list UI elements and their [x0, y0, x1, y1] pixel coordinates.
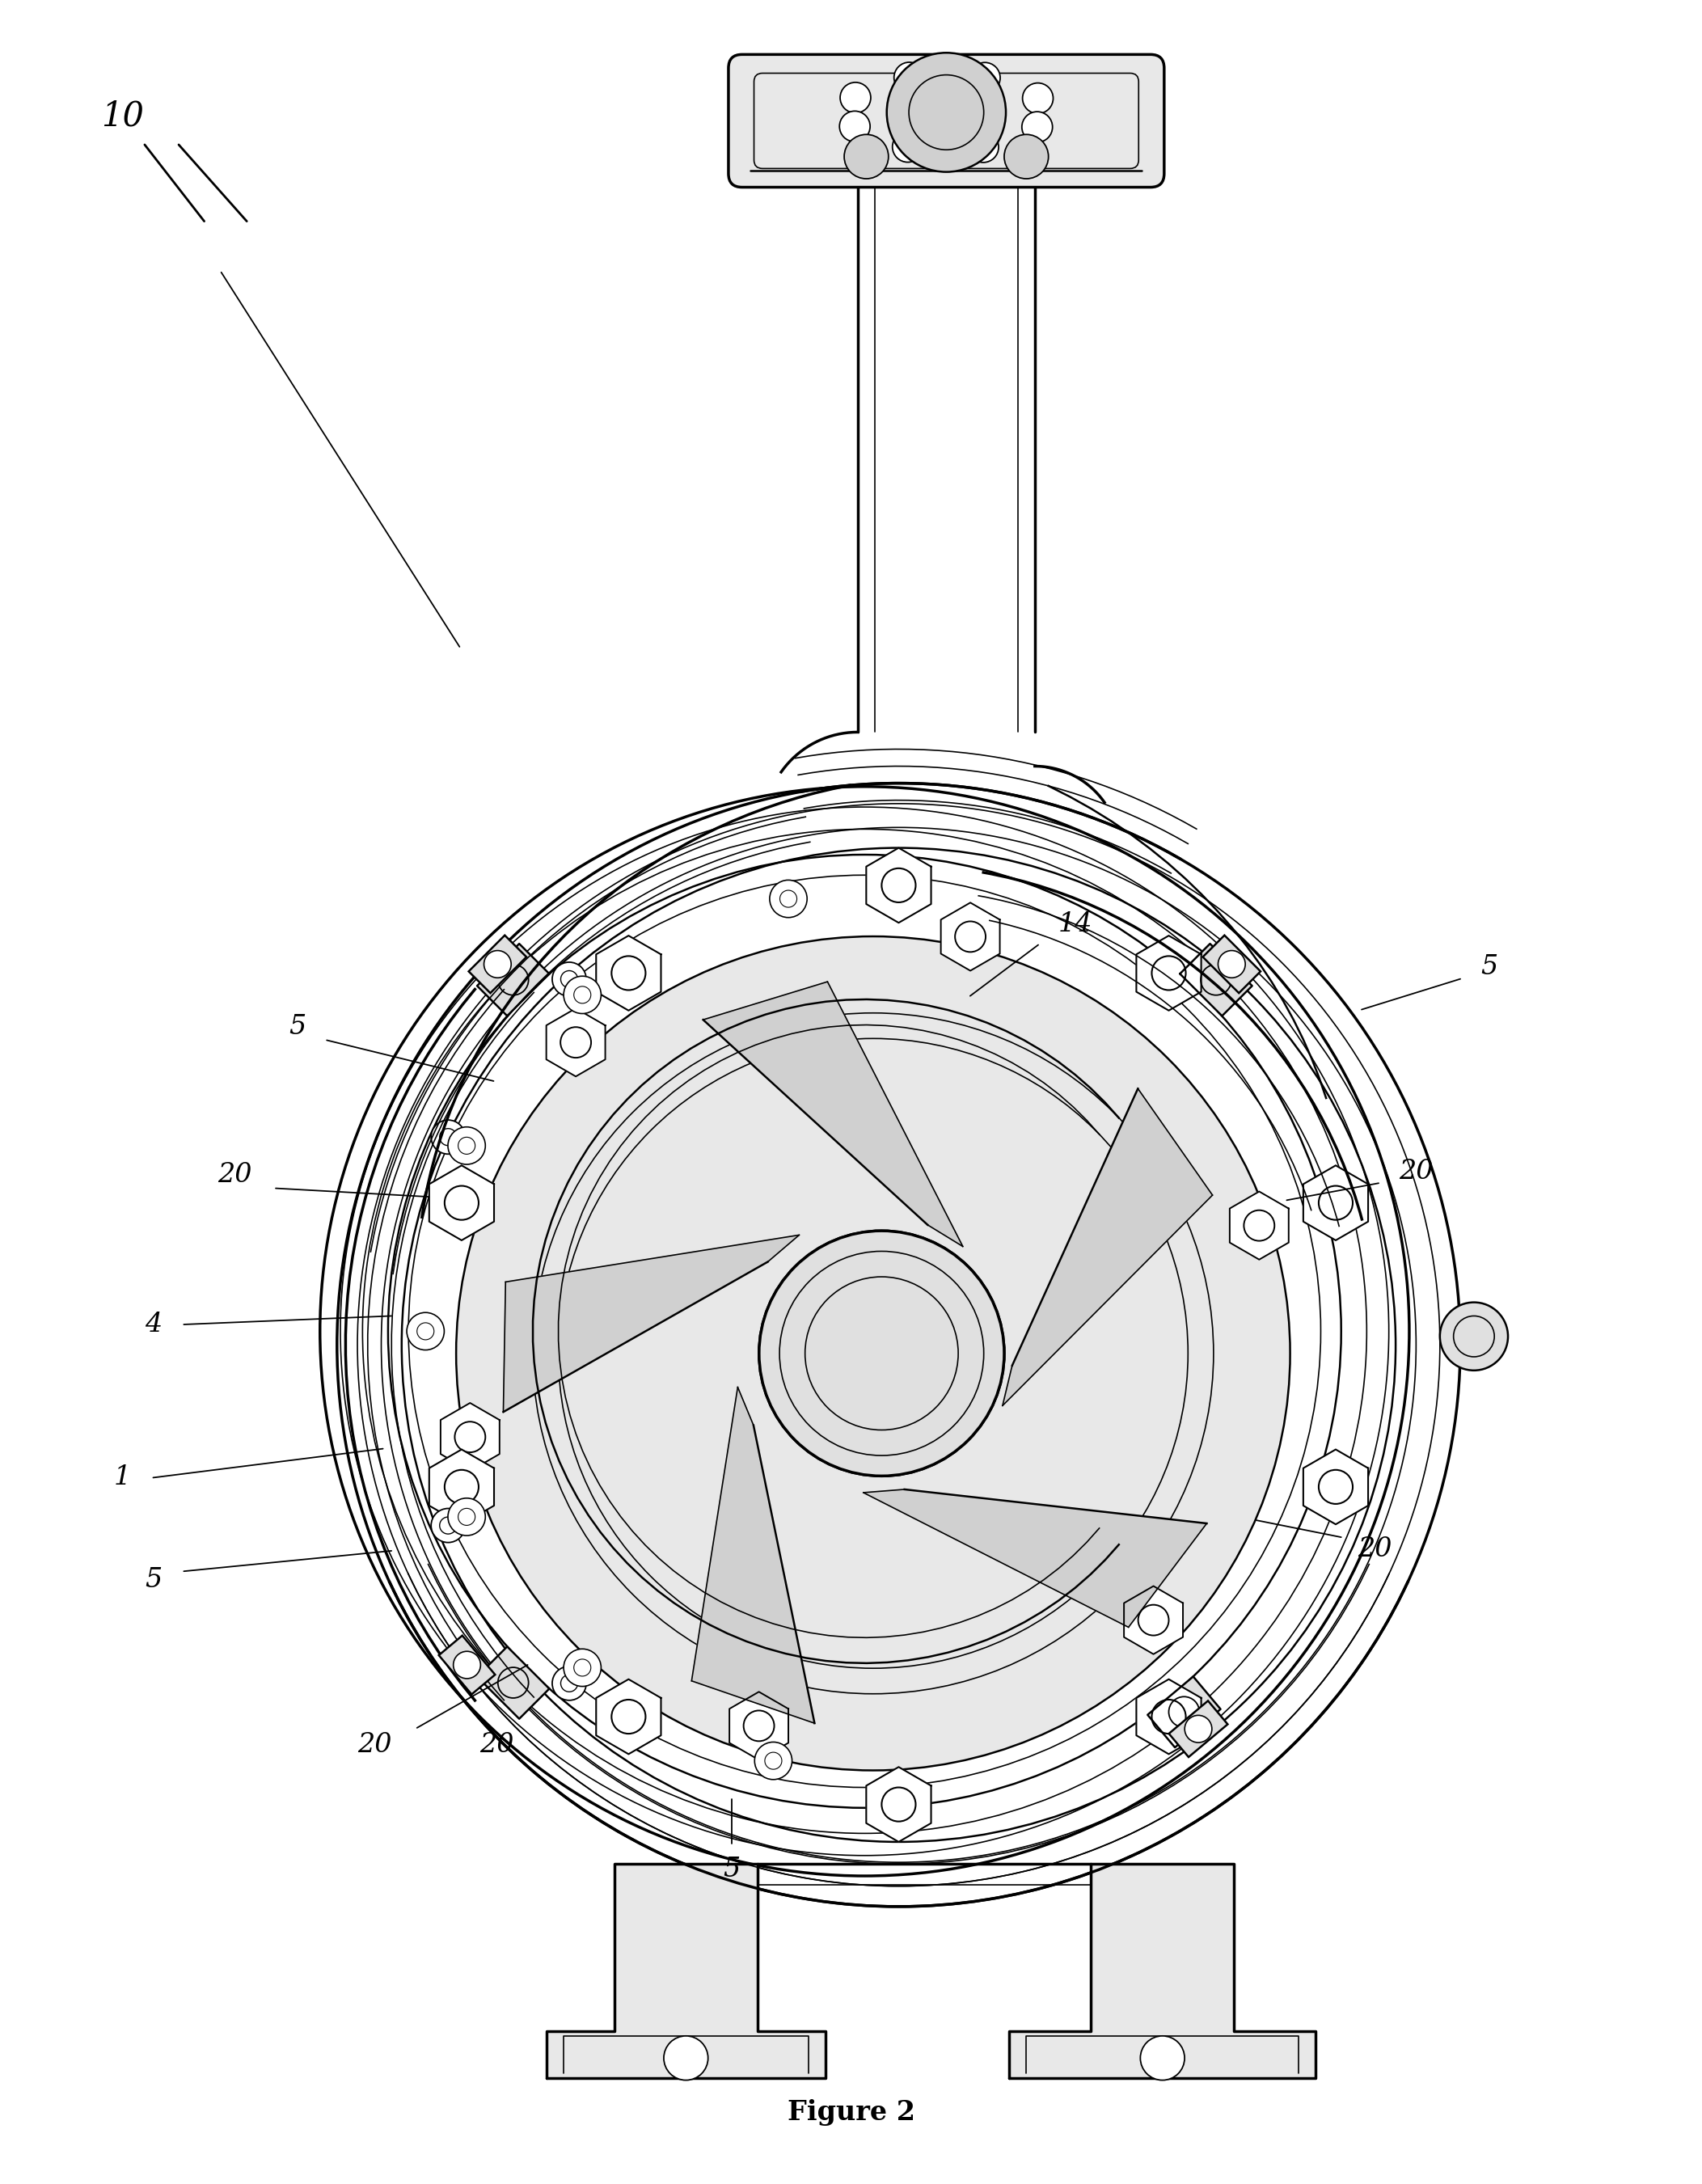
Text: 20: 20 — [218, 1162, 252, 1188]
Circle shape — [844, 135, 888, 179]
Polygon shape — [866, 1767, 931, 1841]
Circle shape — [968, 131, 999, 162]
Text: 1: 1 — [114, 1465, 131, 1489]
Polygon shape — [691, 1387, 815, 1723]
Polygon shape — [468, 935, 526, 994]
Polygon shape — [703, 983, 963, 1247]
Polygon shape — [1002, 1088, 1212, 1406]
Polygon shape — [1137, 935, 1202, 1011]
Text: 5: 5 — [145, 1566, 162, 1592]
Polygon shape — [429, 1450, 494, 1524]
Text: 20: 20 — [480, 1732, 514, 1758]
Text: 5: 5 — [723, 1856, 740, 1883]
Circle shape — [1004, 135, 1048, 179]
Circle shape — [970, 63, 1001, 94]
Text: 20: 20 — [1399, 1158, 1433, 1184]
Polygon shape — [441, 1402, 499, 1472]
Circle shape — [754, 1743, 791, 1780]
Polygon shape — [546, 1863, 825, 2079]
Polygon shape — [1123, 1586, 1183, 1653]
Circle shape — [894, 61, 924, 94]
Circle shape — [664, 2035, 708, 2079]
Polygon shape — [1304, 1166, 1368, 1241]
Circle shape — [887, 52, 1006, 173]
Circle shape — [563, 1649, 601, 1686]
Text: 5: 5 — [1481, 954, 1498, 981]
Text: 5: 5 — [289, 1013, 306, 1040]
Circle shape — [839, 111, 870, 142]
Circle shape — [448, 1498, 485, 1535]
Circle shape — [1021, 111, 1052, 142]
Polygon shape — [1137, 1679, 1202, 1754]
Polygon shape — [1304, 1450, 1368, 1524]
Polygon shape — [1231, 1192, 1288, 1260]
Circle shape — [1023, 83, 1054, 114]
Circle shape — [551, 963, 585, 996]
Polygon shape — [1009, 1863, 1316, 2079]
Circle shape — [407, 1313, 444, 1350]
Polygon shape — [1179, 943, 1253, 1016]
Text: 10: 10 — [100, 98, 145, 133]
Circle shape — [1219, 950, 1246, 978]
Circle shape — [759, 1232, 1004, 1476]
Circle shape — [448, 1127, 485, 1164]
Circle shape — [1185, 1714, 1212, 1743]
Circle shape — [892, 131, 922, 162]
Polygon shape — [429, 1166, 494, 1241]
Polygon shape — [477, 943, 550, 1016]
Text: Figure 2: Figure 2 — [786, 2099, 916, 2125]
Polygon shape — [504, 1234, 800, 1413]
Circle shape — [431, 1120, 465, 1153]
Polygon shape — [1169, 1701, 1227, 1758]
Polygon shape — [866, 847, 931, 924]
Circle shape — [483, 950, 511, 978]
Circle shape — [456, 937, 1290, 1771]
Text: 14: 14 — [1059, 911, 1093, 937]
Polygon shape — [596, 1679, 660, 1754]
Circle shape — [431, 1509, 465, 1542]
Polygon shape — [439, 1636, 495, 1695]
Polygon shape — [941, 902, 999, 970]
FancyBboxPatch shape — [728, 55, 1164, 188]
Circle shape — [759, 1232, 1004, 1476]
Text: 4: 4 — [145, 1313, 162, 1337]
Polygon shape — [1147, 1677, 1220, 1747]
Polygon shape — [596, 935, 660, 1011]
Polygon shape — [730, 1693, 788, 1760]
Polygon shape — [477, 1647, 550, 1719]
Circle shape — [769, 880, 807, 917]
Circle shape — [453, 1651, 480, 1679]
Circle shape — [1140, 2035, 1185, 2079]
Circle shape — [563, 976, 601, 1013]
Polygon shape — [546, 1009, 606, 1077]
Circle shape — [551, 1666, 585, 1701]
Polygon shape — [863, 1489, 1207, 1627]
Polygon shape — [1203, 935, 1261, 994]
Text: 20: 20 — [1358, 1535, 1392, 1562]
Text: 20: 20 — [357, 1732, 391, 1758]
Circle shape — [1440, 1302, 1508, 1369]
Circle shape — [841, 83, 871, 114]
